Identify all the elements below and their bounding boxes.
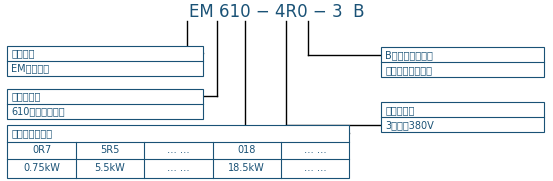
- Text: 3：三相380V: 3：三相380V: [385, 120, 434, 130]
- Text: … …: … …: [167, 163, 190, 173]
- Text: 018: 018: [238, 145, 256, 155]
- Text: … …: … …: [167, 145, 190, 155]
- Text: 产品分类: 产品分类: [11, 48, 35, 58]
- Text: 5R5: 5R5: [100, 145, 119, 155]
- Text: 18.5kW: 18.5kW: [228, 163, 265, 173]
- Text: 电压等级：: 电压等级：: [385, 105, 415, 115]
- Bar: [7, 89, 203, 119]
- Text: EM 610 − 4R0 − 3  B: EM 610 − 4R0 − 3 B: [189, 3, 364, 21]
- Text: 0R7: 0R7: [32, 145, 51, 155]
- Text: 产品系列：: 产品系列：: [11, 91, 40, 101]
- Text: … …: … …: [304, 145, 326, 155]
- Text: 5.5kW: 5.5kW: [95, 163, 126, 173]
- Text: 无：不含制动单元: 无：不含制动单元: [385, 65, 432, 75]
- Bar: [7, 46, 203, 76]
- Bar: [382, 102, 544, 132]
- Text: B：内置制动单元: B：内置制动单元: [385, 50, 433, 60]
- Bar: [7, 125, 349, 178]
- Text: 610：高性能系列: 610：高性能系列: [11, 106, 65, 116]
- Text: … …: … …: [304, 163, 326, 173]
- Text: 0.75kW: 0.75kW: [23, 163, 60, 173]
- Text: EM：变频器: EM：变频器: [11, 63, 49, 73]
- Bar: [382, 47, 544, 77]
- Text: 适配负载功率：: 适配负载功率：: [11, 128, 53, 138]
